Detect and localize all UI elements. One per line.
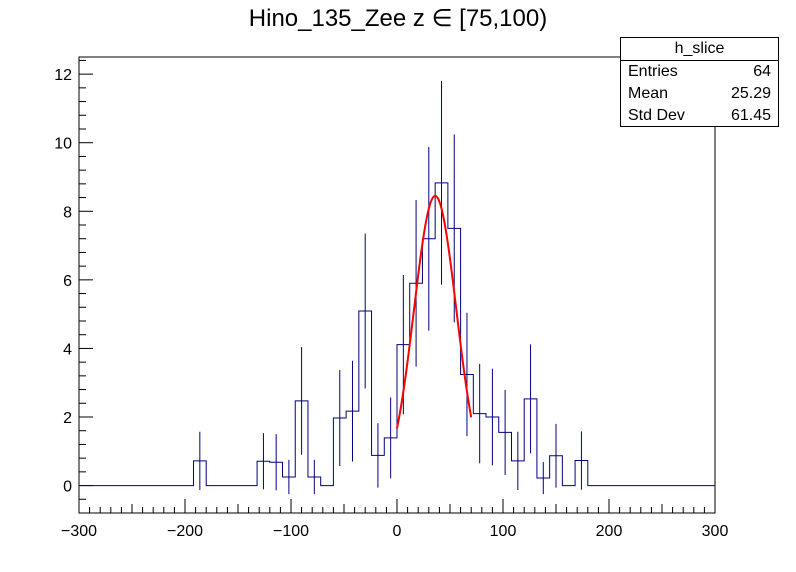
histogram-outline — [79, 182, 715, 487]
stats-value: 64 — [753, 63, 771, 80]
x-tick-label: −300 — [61, 523, 97, 540]
stats-label: Entries — [628, 63, 678, 80]
x-tick-label: 0 — [393, 523, 402, 540]
stats-title: h_slice — [621, 38, 778, 61]
stats-value: 61.45 — [730, 107, 771, 124]
y-tick-label: 8 — [63, 204, 72, 221]
y-tick-label: 2 — [63, 410, 72, 427]
x-tick-label: 100 — [490, 523, 517, 540]
stats-box: h_slice Entries 64 Mean 25.29 Std Dev 61… — [620, 37, 779, 127]
gaussian-fit — [396, 194, 473, 429]
stats-row-stddev: Std Dev 61.45 — [621, 105, 778, 127]
stats-value: 25.29 — [730, 85, 771, 102]
stats-row-mean: Mean 25.29 — [621, 83, 778, 105]
tick-labels: −300 −200 −100 0 100 200 300 0 2 4 6 8 10 12 — [54, 67, 728, 540]
histogram-series — [79, 182, 715, 487]
y-tick-label: 12 — [54, 67, 72, 84]
x-tick-label: −200 — [167, 523, 203, 540]
stats-label: Mean — [628, 85, 669, 102]
fit-curve — [396, 194, 473, 429]
x-tick-label: −100 — [273, 523, 309, 540]
chart-title: Hino_135_Zee z ∈ [75,100) — [248, 5, 548, 32]
x-tick-label: 300 — [702, 523, 729, 540]
y-tick-label: 4 — [63, 341, 72, 358]
x-tick-label: 200 — [596, 523, 623, 540]
y-tick-label: 10 — [54, 136, 72, 153]
y-tick-label: 6 — [63, 273, 72, 290]
stats-label: Std Dev — [628, 107, 685, 124]
error-bars — [199, 81, 582, 495]
axis-ticks — [78, 59, 716, 514]
stats-row-entries: Entries 64 — [621, 61, 778, 83]
y-tick-label: 0 — [63, 479, 72, 496]
